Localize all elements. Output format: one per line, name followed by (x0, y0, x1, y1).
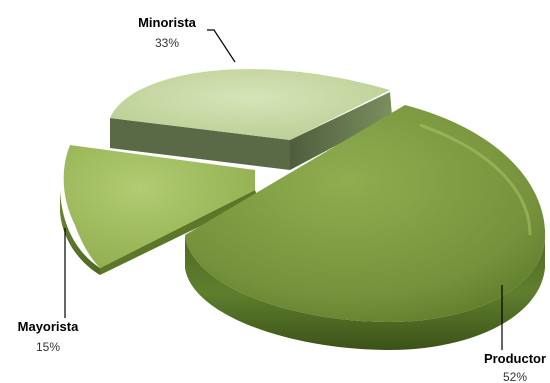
slice-minorista-side-curve (290, 92, 392, 170)
value-productor: 52% (503, 370, 527, 383)
slice-mayorista-side-2 (100, 190, 258, 275)
slice-minorista (110, 69, 392, 170)
slice-productor-highlight (419, 123, 532, 236)
slice-productor-top (185, 105, 546, 322)
label-productor: Productor (484, 351, 546, 366)
slice-minorista-side (110, 118, 290, 170)
leader-line-minorista (207, 29, 236, 63)
value-minorista: 33% (155, 36, 179, 50)
slice-minorista-top (110, 69, 390, 140)
slice-productor-side (185, 235, 545, 350)
slice-mayorista-side (60, 190, 100, 275)
label-mayorista: Mayorista (18, 319, 79, 334)
value-mayorista: 15% (36, 340, 60, 354)
label-minorista: Minorista (138, 15, 197, 30)
slice-mayorista (60, 145, 258, 275)
slice-productor (185, 105, 546, 350)
slice-mayorista-top (63, 145, 256, 268)
